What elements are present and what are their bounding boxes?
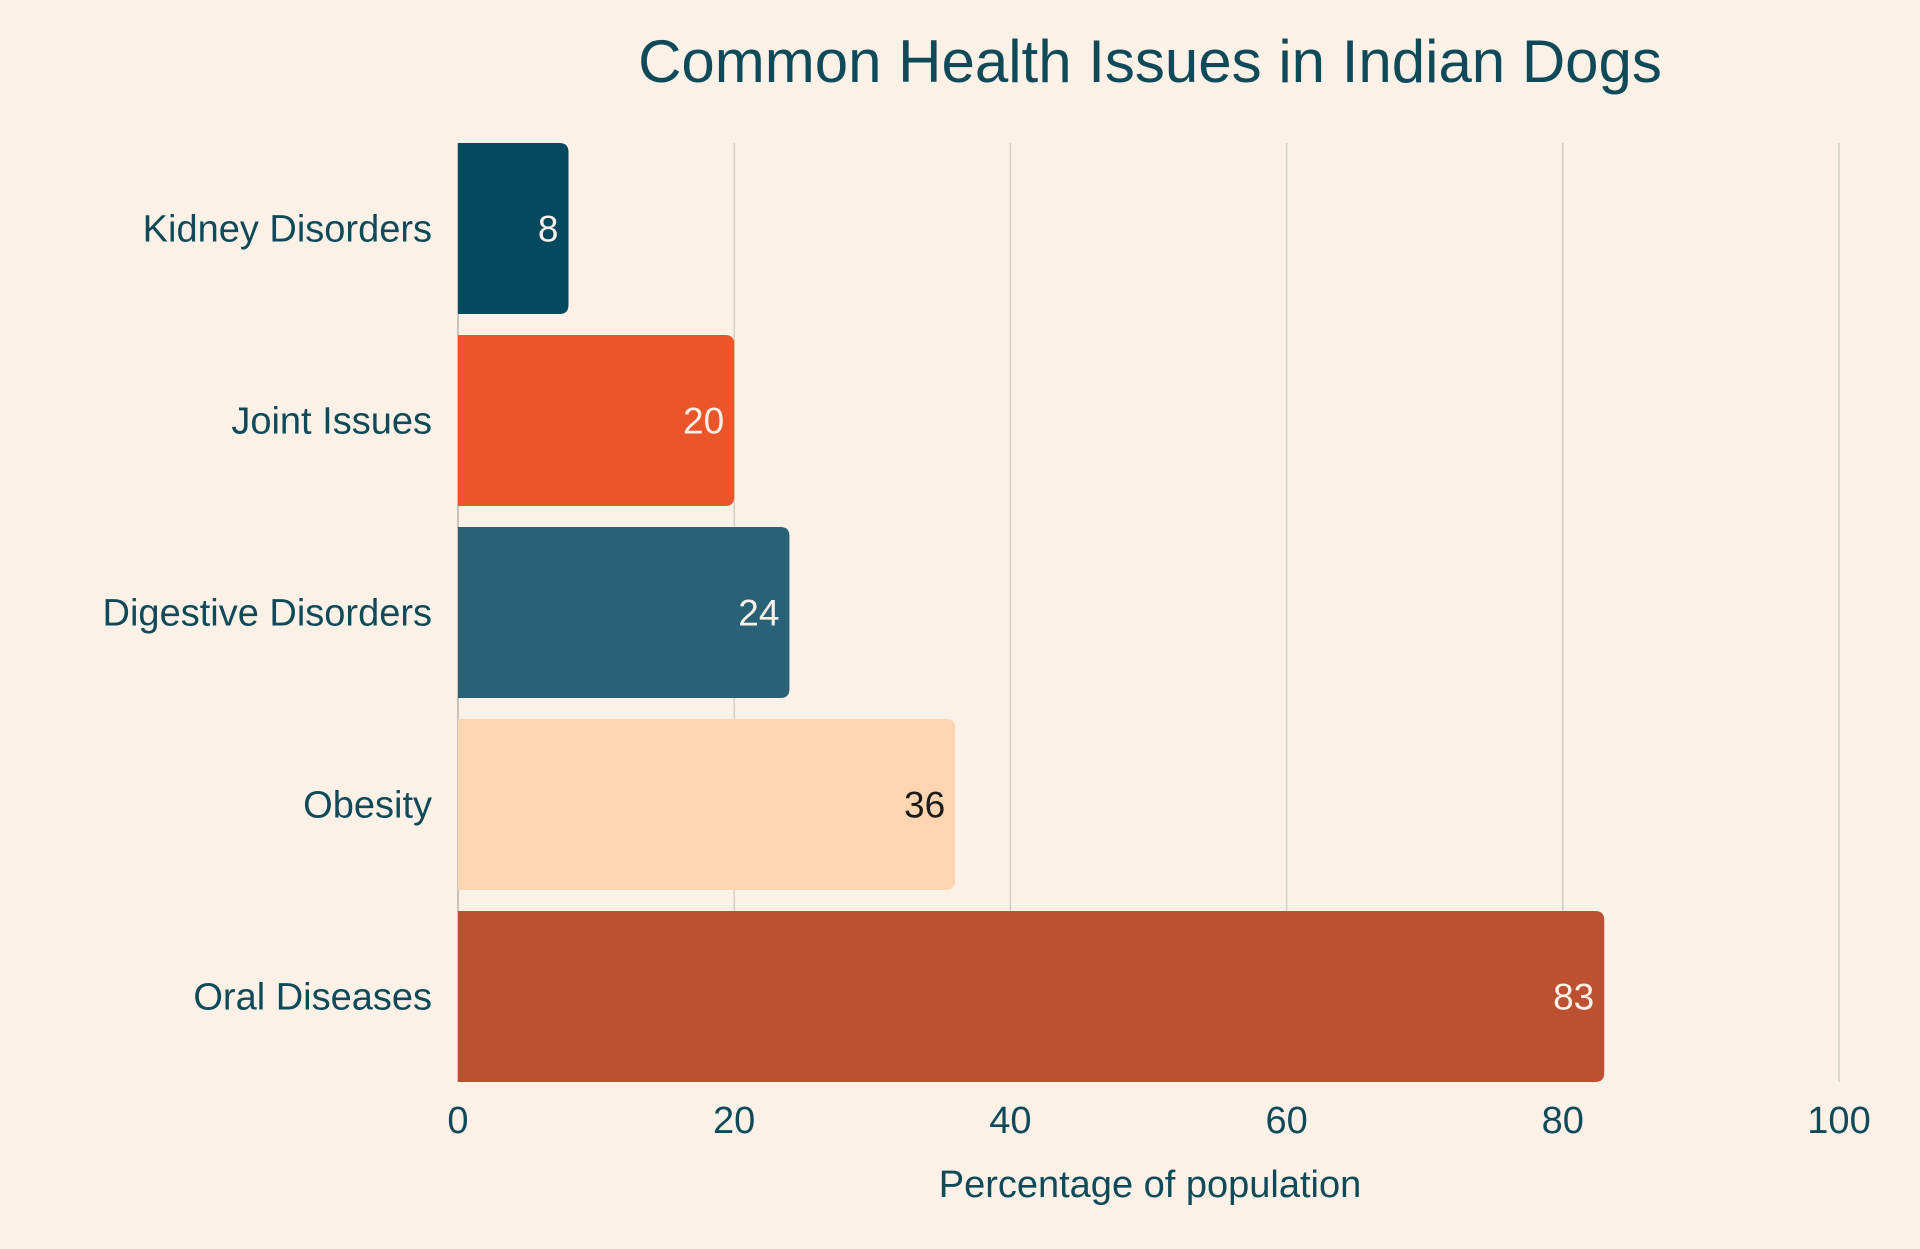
bar-obesity (458, 719, 956, 890)
category-label-digestive-disorders: Digestive Disorders (103, 593, 432, 635)
category-label-obesity: Obesity (303, 785, 432, 827)
x-tick-label-20: 20 (713, 1100, 755, 1142)
bar-joint-issues (458, 335, 735, 506)
bar-oral-diseases (458, 911, 1605, 1082)
x-tick-label-80: 80 (1542, 1100, 1584, 1142)
x-tick-label-40: 40 (989, 1100, 1031, 1142)
bar-kidney-disorders (458, 143, 569, 314)
category-label-joint-issues: Joint Issues (231, 401, 432, 443)
value-label-kidney-disorders: 8 (538, 209, 559, 250)
value-label-obesity: 36 (904, 785, 945, 826)
chart-title: Common Health Issues in Indian Dogs (638, 28, 1662, 95)
x-axis-title: Percentage of population (939, 1164, 1362, 1206)
x-tick-label-100: 100 (1807, 1100, 1870, 1142)
x-tick-labels: 0 20 40 60 80 100 (447, 1100, 1870, 1142)
category-label-kidney-disorders: Kidney Disorders (143, 209, 432, 251)
value-label-joint-issues: 20 (683, 401, 724, 442)
category-label-oral-diseases: Oral Diseases (193, 977, 432, 1019)
category-labels: Kidney Disorders Joint Issues Digestive Di… (103, 209, 432, 1019)
x-tick-label-0: 0 (447, 1100, 468, 1142)
x-tick-label-60: 60 (1265, 1100, 1307, 1142)
bar-digestive-disorders (458, 527, 790, 698)
bars: 8 20 24 36 83 (458, 143, 1605, 1082)
value-label-digestive-disorders: 24 (738, 593, 779, 634)
value-label-oral-diseases: 83 (1553, 977, 1594, 1018)
